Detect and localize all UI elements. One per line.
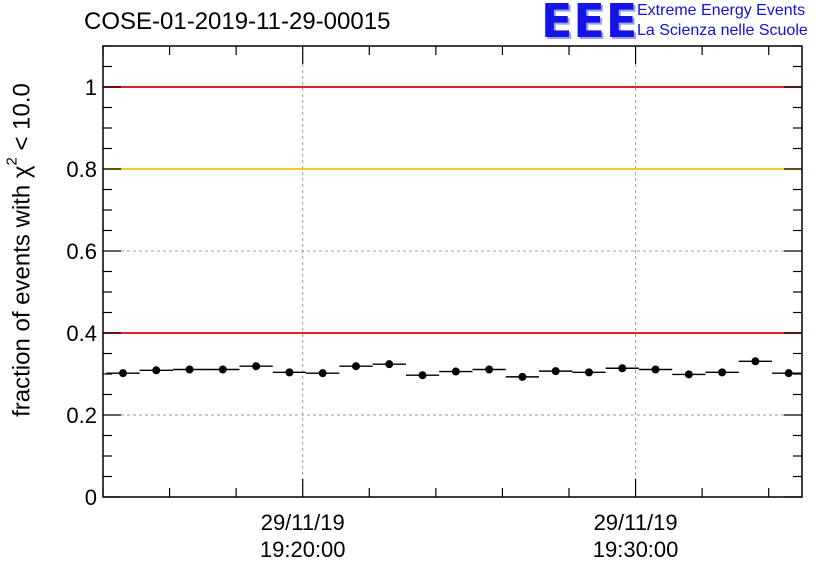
data-point bbox=[285, 368, 294, 377]
reference-lines bbox=[103, 86, 802, 334]
data-point bbox=[485, 365, 494, 374]
data-point bbox=[418, 371, 427, 380]
x-tick-label-time: 19:20:00 bbox=[260, 537, 346, 562]
y-tick-label: 0.4 bbox=[66, 321, 97, 346]
x-tick-label-date: 29/11/19 bbox=[261, 510, 345, 535]
logo-text-line1: Extreme Energy Events bbox=[637, 2, 806, 19]
y-tick-label: 0.6 bbox=[66, 239, 97, 264]
data-point bbox=[218, 365, 227, 374]
plot-frame bbox=[102, 45, 803, 498]
y-tick-label: 0 bbox=[85, 485, 97, 510]
data-point bbox=[152, 366, 161, 375]
logo-text-line2: La Scienza nelle Scuole bbox=[637, 22, 808, 39]
y-axis-ticks: 0 0.2 0.4 0.6 0.8 1 bbox=[66, 45, 802, 510]
y-tick-label: 0.8 bbox=[66, 157, 97, 182]
data-point bbox=[518, 372, 527, 381]
data-point bbox=[751, 357, 760, 366]
data-point bbox=[584, 368, 593, 377]
data-point bbox=[718, 368, 727, 377]
data-point bbox=[351, 362, 360, 371]
y-axis-label-sup: 2 bbox=[3, 157, 21, 166]
data-point bbox=[385, 360, 394, 369]
y-axis-label-tail: < 10.0 bbox=[8, 83, 36, 158]
grid-lines bbox=[103, 46, 802, 497]
y-tick-label: 1 bbox=[85, 75, 97, 100]
logo-mark: EEE bbox=[541, 0, 639, 48]
eee-logo: EEE Extreme Energy Events La Scienza nel… bbox=[541, 0, 831, 48]
x-tick-label-date: 29/11/19 bbox=[594, 510, 678, 535]
data-point bbox=[118, 369, 127, 378]
chart-title: COSE-01-2019-11-29-00015 bbox=[84, 8, 391, 35]
data-point bbox=[252, 362, 261, 371]
y-tick-label: 0.2 bbox=[66, 403, 97, 428]
data-point bbox=[684, 370, 693, 379]
data-point bbox=[451, 367, 460, 376]
data-point bbox=[618, 364, 627, 373]
data-points bbox=[106, 357, 802, 381]
data-point bbox=[185, 365, 194, 374]
x-tick-label-time: 19:30:00 bbox=[593, 537, 679, 562]
data-point bbox=[651, 365, 660, 374]
data-point bbox=[318, 369, 327, 378]
data-point bbox=[784, 369, 793, 378]
data-point bbox=[551, 367, 560, 376]
y-axis-label-main: fraction of events with χ bbox=[8, 165, 36, 417]
